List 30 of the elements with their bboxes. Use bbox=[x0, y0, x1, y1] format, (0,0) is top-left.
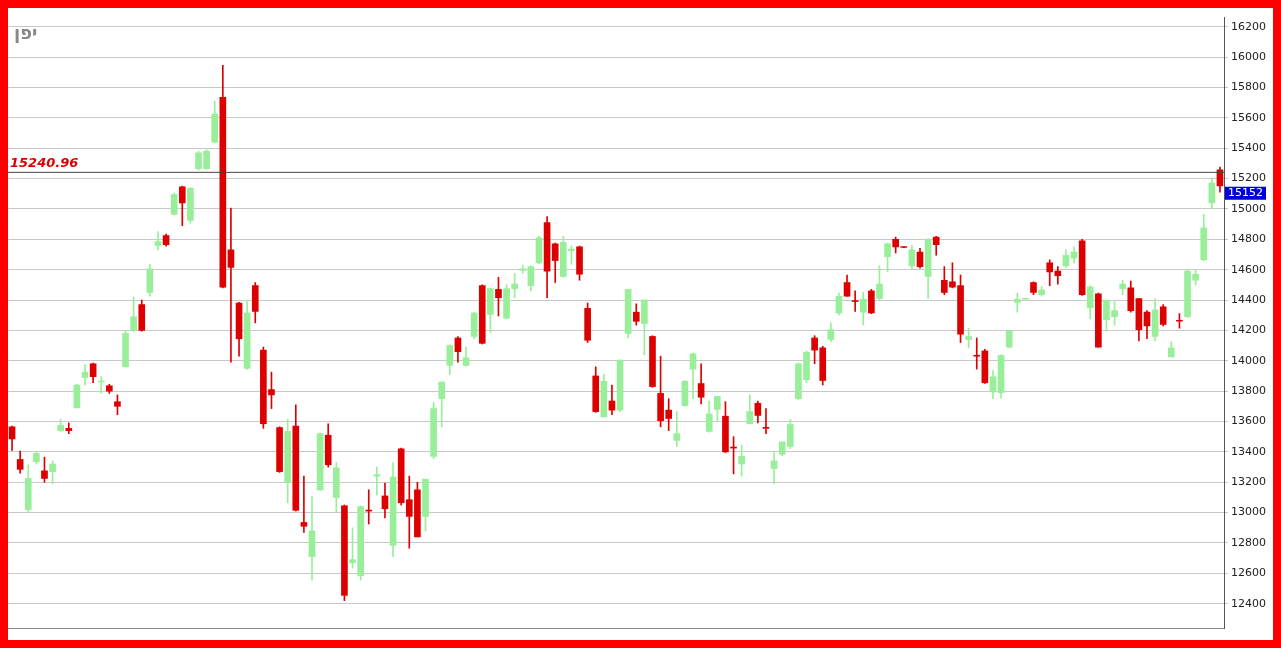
y-tick-label: 15600 bbox=[1231, 110, 1267, 124]
y-tick-label: 14800 bbox=[1231, 232, 1267, 246]
candlestick bbox=[673, 411, 681, 447]
y-tick-label: 13200 bbox=[1231, 475, 1267, 489]
y-tick-label: 15000 bbox=[1231, 201, 1267, 215]
y-tick-label: 12600 bbox=[1231, 566, 1267, 580]
y-tick-label: 16200 bbox=[1231, 19, 1267, 33]
candlestick bbox=[973, 337, 981, 370]
y-tick-label: 13800 bbox=[1231, 383, 1267, 397]
ref-line-label: 15240.96 bbox=[10, 155, 79, 171]
y-tick-label: 14400 bbox=[1231, 292, 1267, 306]
y-tick-label: 15200 bbox=[1231, 171, 1267, 185]
y-tick-label: 14000 bbox=[1231, 353, 1267, 367]
y-tick-label: 12400 bbox=[1231, 596, 1267, 610]
y-tick-label: 16000 bbox=[1231, 49, 1267, 63]
text: 15152 bbox=[1228, 186, 1264, 200]
candlestick bbox=[762, 408, 770, 434]
candlestick bbox=[300, 475, 308, 533]
y-tick-label: 13000 bbox=[1231, 505, 1267, 519]
y-tick-label: 13600 bbox=[1231, 414, 1267, 428]
candlestick bbox=[851, 290, 859, 312]
y-tick-label: 13400 bbox=[1231, 444, 1267, 458]
y-tick-label: 15400 bbox=[1231, 141, 1267, 155]
y-tick-label: 14200 bbox=[1231, 323, 1267, 337]
y-tick-label: 14600 bbox=[1231, 262, 1267, 276]
candlestick bbox=[519, 264, 527, 274]
y-tick-label: 12800 bbox=[1231, 535, 1267, 549]
chart-title: יפן bbox=[14, 22, 38, 43]
candlestick bbox=[154, 231, 162, 251]
y-tick-label: 15800 bbox=[1231, 80, 1267, 94]
